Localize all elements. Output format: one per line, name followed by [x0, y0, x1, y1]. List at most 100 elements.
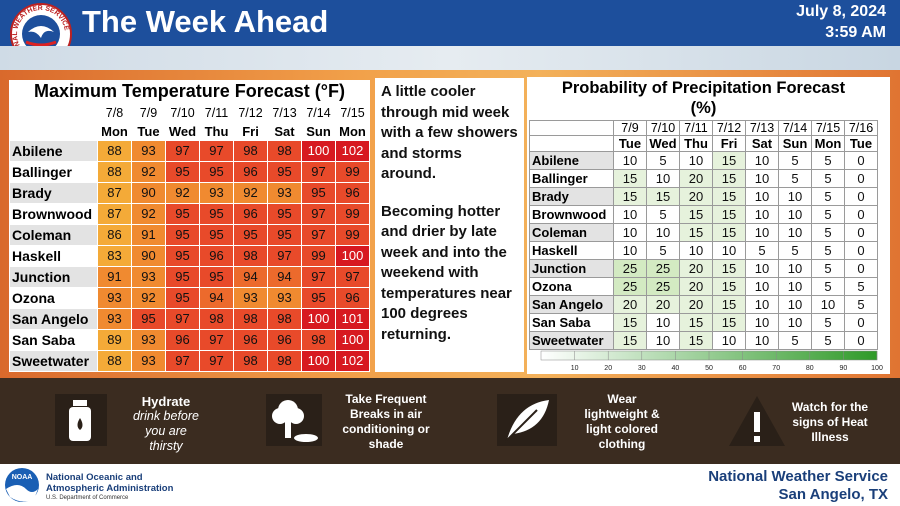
tips-band: Hydrate drink before you are thirsty Tak… — [0, 378, 900, 464]
day-label: Mon — [335, 121, 370, 141]
value-cell: 10 — [745, 330, 779, 350]
value-cell: 97 — [301, 265, 336, 288]
value-cell: 98 — [267, 139, 302, 162]
value-cell: 89 — [97, 328, 132, 351]
value-cell: 15 — [712, 258, 746, 278]
value-cell: 94 — [199, 286, 234, 309]
value-cell: 88 — [97, 349, 132, 372]
value-cell: 92 — [165, 181, 200, 204]
value-cell: 92 — [233, 181, 268, 204]
day-row: Tue Wed Thu Fri Sat Sun Mon Tue — [529, 134, 878, 152]
agency: National Oceanic and Atmospheric Adminis… — [46, 472, 174, 494]
value-cell: 15 — [712, 312, 746, 332]
value-cell: 10 — [613, 222, 647, 242]
value-cell: 10 — [646, 312, 680, 332]
time: 3:59 AM — [825, 24, 886, 41]
value-cell: 25 — [646, 258, 680, 278]
value-cell: 94 — [233, 265, 268, 288]
city-name: Abilene — [529, 150, 614, 170]
value-cell: 97 — [301, 202, 336, 225]
bottle-icon — [55, 394, 107, 446]
date-label: 7/10 — [646, 119, 680, 136]
value-cell: 96 — [199, 244, 234, 267]
value-cell: 10 — [745, 258, 779, 278]
value-cell: 10 — [613, 240, 647, 260]
value-cell: 92 — [131, 202, 166, 225]
value-cell: 25 — [613, 258, 647, 278]
value-cell: 5 — [646, 240, 680, 260]
corner — [529, 134, 614, 152]
corner — [529, 119, 614, 136]
value-cell: 0 — [844, 168, 878, 188]
value-cell: 15 — [712, 168, 746, 188]
value-cell: 95 — [199, 160, 234, 183]
value-cell: 0 — [844, 150, 878, 170]
feather-icon — [497, 394, 557, 446]
value-cell: 92 — [131, 286, 166, 309]
value-cell: 5 — [646, 204, 680, 224]
date-label: 7/8 — [97, 103, 132, 123]
day-label: Sun — [301, 121, 336, 141]
value-cell: 95 — [199, 202, 234, 225]
table-title: Maximum Temperature Forecast (°F) — [34, 81, 345, 102]
colorbar-tick-label: 20 — [604, 365, 612, 372]
date: July 8, 2024 — [796, 3, 886, 20]
value-cell: 95 — [165, 160, 200, 183]
value-cell: 98 — [233, 139, 268, 162]
colorbar: 10 20 30 40 50 60 70 80 90 100 — [540, 350, 883, 372]
value-cell: 95 — [301, 286, 336, 309]
value-cell: 15 — [613, 330, 647, 350]
city-row: Brownwood 10 5 15 15 10 10 5 0 — [529, 204, 878, 224]
value-cell: 97 — [301, 223, 336, 246]
value-cell: 87 — [97, 202, 132, 225]
value-cell: 95 — [199, 223, 234, 246]
value-cell: 15 — [679, 330, 713, 350]
city-name: Haskell — [9, 244, 98, 267]
date-label: 7/16 — [844, 119, 878, 136]
date-label: 7/13 — [745, 119, 779, 136]
city-name: Ozona — [9, 286, 98, 309]
value-cell: 10 — [613, 150, 647, 170]
value-cell: 5 — [811, 240, 845, 260]
colorbar-tick-label: 40 — [672, 365, 680, 372]
value-cell: 20 — [679, 258, 713, 278]
city-name: Coleman — [529, 222, 614, 242]
temperature-table: Maximum Temperature Forecast (°F) 7/8 7/9 7… — [9, 80, 370, 372]
city-name: Brady — [9, 181, 98, 204]
tip-text: drink before you are thirsty — [132, 409, 199, 453]
day-label: Fri — [712, 134, 746, 152]
date-row: 7/8 7/9 7/10 7/11 7/12 7/13 7/14 7/15 — [9, 103, 370, 123]
date-label: 7/15 — [335, 103, 370, 123]
value-cell: 5 — [811, 312, 845, 332]
date-label: 7/14 — [778, 119, 812, 136]
value-cell: 97 — [335, 265, 370, 288]
city-name: Abilene — [9, 139, 98, 162]
value-cell: 96 — [233, 328, 268, 351]
value-cell: 15 — [613, 168, 647, 188]
value-cell: 5 — [811, 186, 845, 206]
value-cell: 5 — [646, 150, 680, 170]
value-cell: 10 — [712, 240, 746, 260]
tree-icon — [266, 394, 322, 446]
value-cell: 20 — [613, 294, 647, 314]
day-label: Thu — [199, 121, 234, 141]
value-cell: 10 — [778, 204, 812, 224]
value-cell: 10 — [745, 186, 779, 206]
city-row: Coleman 10 10 15 15 10 10 5 0 — [529, 222, 878, 242]
date-label: 7/11 — [679, 119, 713, 136]
city-name: Brownwood — [529, 204, 614, 224]
value-cell: 98 — [301, 328, 336, 351]
day-label: Tue — [613, 134, 647, 152]
value-cell: 0 — [844, 222, 878, 242]
department: U.S. Department of Commerce — [46, 495, 129, 501]
value-cell: 100 — [301, 307, 336, 330]
value-cell: 91 — [131, 223, 166, 246]
value-cell: 95 — [301, 181, 336, 204]
value-cell: 15 — [712, 186, 746, 206]
colorbar-tick-label: 10 — [571, 365, 579, 372]
city-row: Ballinger 15 10 20 15 10 5 5 0 — [529, 168, 878, 188]
city-row: San Angelo 93 95 97 98 98 98 100 101 — [9, 307, 370, 330]
value-cell: 10 — [745, 150, 779, 170]
value-cell: 15 — [613, 312, 647, 332]
value-cell: 93 — [97, 286, 132, 309]
